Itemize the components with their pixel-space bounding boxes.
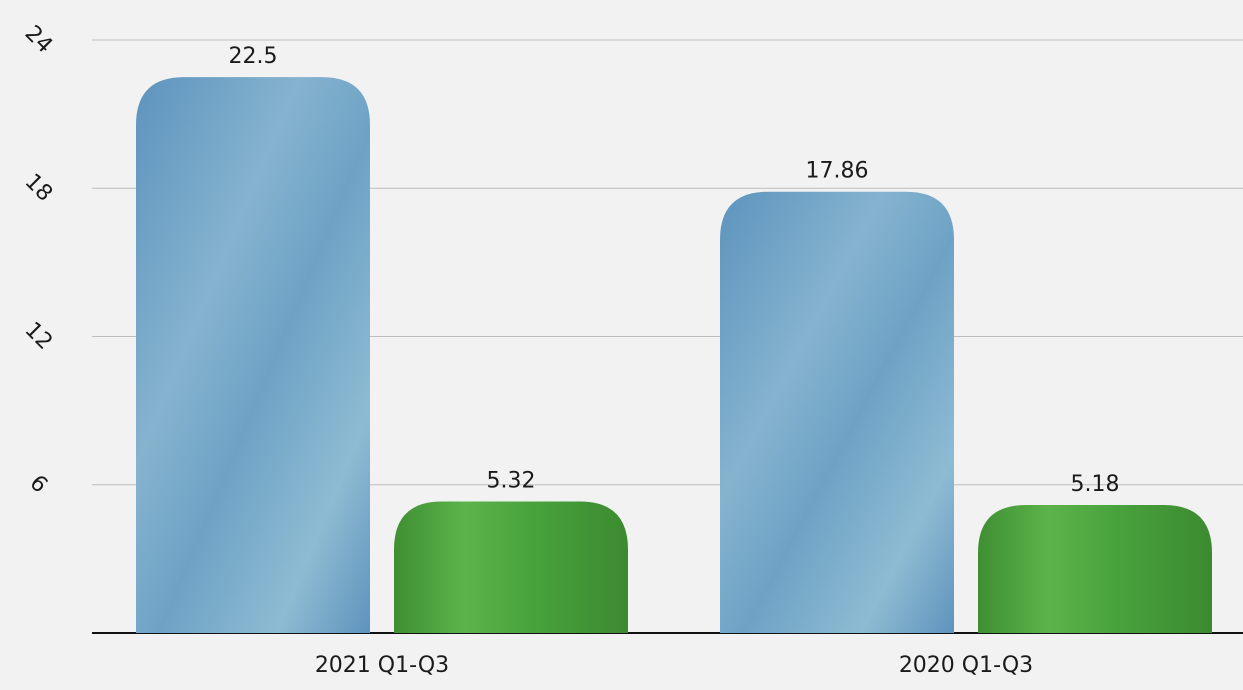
y-tick-label: 24 bbox=[20, 21, 57, 58]
data-label: 5.32 bbox=[487, 469, 536, 494]
y-tick-label: 12 bbox=[20, 317, 57, 354]
x-tick-label: 2020 Q1-Q3 bbox=[899, 653, 1033, 678]
data-label: 22.5 bbox=[229, 44, 278, 69]
data-label: 17.86 bbox=[806, 159, 869, 184]
bar bbox=[978, 505, 1212, 633]
data-label: 5.18 bbox=[1071, 472, 1120, 497]
bar bbox=[720, 191, 954, 633]
bars bbox=[136, 77, 1212, 633]
bar bbox=[394, 501, 628, 633]
x-tick-label: 2021 Q1-Q3 bbox=[315, 653, 449, 678]
y-tick-label: 18 bbox=[20, 169, 57, 206]
bar bbox=[136, 77, 370, 633]
y-tick-label: 6 bbox=[25, 471, 53, 499]
